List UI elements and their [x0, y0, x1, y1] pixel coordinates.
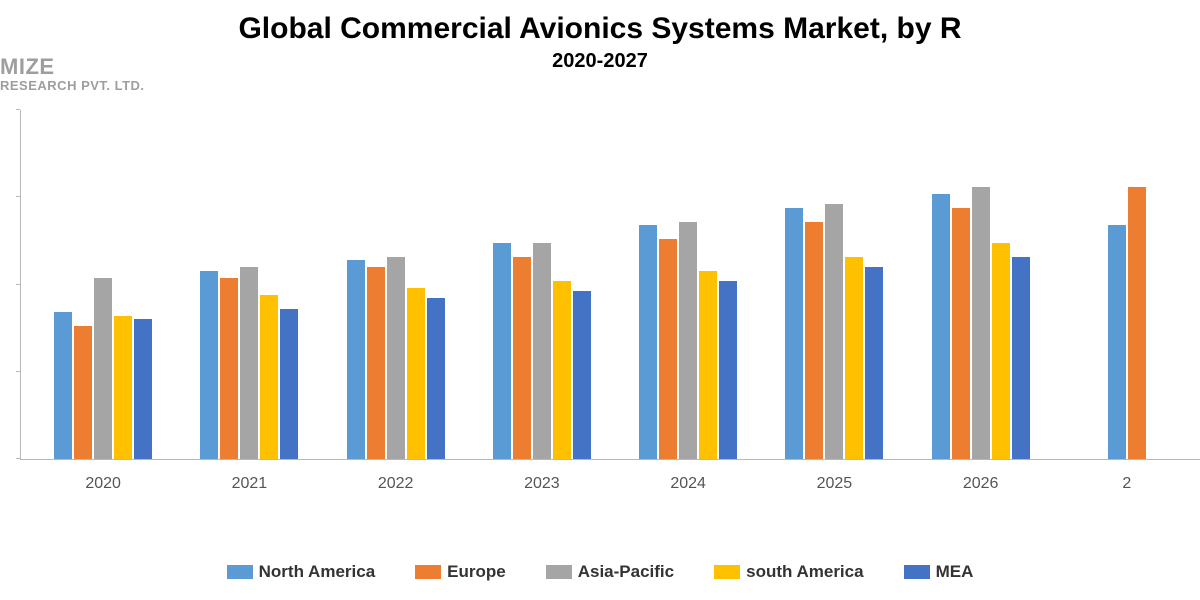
x-axis-labels: 20202021202220232024202520262 [30, 475, 1200, 493]
legend-swatch [904, 565, 930, 579]
legend-item: MEA [904, 562, 974, 582]
bar-group [30, 110, 176, 459]
bar [719, 281, 737, 459]
bar-group [176, 110, 322, 459]
bar [992, 243, 1010, 459]
y-axis-tick [16, 458, 20, 459]
y-axis-tick [16, 196, 20, 197]
bar [200, 271, 218, 459]
bar [427, 298, 445, 459]
legend-label: Europe [447, 562, 506, 582]
legend-label: Asia-Pacific [578, 562, 674, 582]
y-axis-tick [16, 109, 20, 110]
bar [220, 278, 238, 459]
bar [367, 267, 385, 459]
bar-groups-container [30, 110, 1200, 459]
legend-swatch [415, 565, 441, 579]
bar [407, 288, 425, 459]
bar [240, 267, 258, 459]
bar [845, 257, 863, 459]
bar-group [908, 110, 1054, 459]
x-axis-label: 2023 [469, 475, 615, 493]
bar [659, 239, 677, 459]
bar [972, 187, 990, 459]
bar-group [323, 110, 469, 459]
bar [699, 271, 717, 459]
bar [54, 312, 72, 459]
chart-subtitle: 2020-2027 [0, 50, 1200, 73]
bar [347, 260, 365, 459]
bar [114, 316, 132, 459]
bar [533, 243, 551, 459]
x-axis-label: 2025 [761, 475, 907, 493]
bar [74, 326, 92, 459]
bar [1012, 257, 1030, 459]
bar [932, 194, 950, 459]
watermark-logo: MIZE RESEARCH PVT. LTD. [0, 55, 145, 93]
chart-title: Global Commercial Avionics Systems Marke… [0, 0, 1200, 46]
bar [1128, 187, 1146, 459]
bar [785, 208, 803, 459]
x-axis-label: 2026 [908, 475, 1054, 493]
y-axis-tick [16, 371, 20, 372]
legend-item: south America [714, 562, 863, 582]
legend-swatch [227, 565, 253, 579]
watermark-line2: RESEARCH PVT. LTD. [0, 79, 145, 93]
bar [260, 295, 278, 459]
bar [493, 243, 511, 459]
y-axis-tick [16, 284, 20, 285]
legend-swatch [714, 565, 740, 579]
bar [553, 281, 571, 459]
bar [387, 257, 405, 459]
bar [280, 309, 298, 459]
bar [865, 267, 883, 459]
legend-swatch [546, 565, 572, 579]
bar-group [615, 110, 761, 459]
bar [805, 222, 823, 459]
legend-item: North America [227, 562, 376, 582]
legend-item: Europe [415, 562, 506, 582]
chart-plot-area [20, 110, 1200, 460]
bar [952, 208, 970, 459]
bar [94, 278, 112, 459]
bar-group [1054, 110, 1200, 459]
x-axis-label: 2022 [323, 475, 469, 493]
bar [679, 222, 697, 459]
bar [639, 225, 657, 459]
legend-label: south America [746, 562, 863, 582]
bar [134, 319, 152, 459]
legend-label: MEA [936, 562, 974, 582]
bar [825, 204, 843, 459]
x-axis-label: 2020 [30, 475, 176, 493]
x-axis-label: 2024 [615, 475, 761, 493]
x-axis-label: 2021 [176, 475, 322, 493]
bar [573, 291, 591, 459]
bar-group [761, 110, 907, 459]
x-axis-label: 2 [1054, 475, 1200, 493]
legend: North America Europe Asia-Pacific south Ame… [0, 562, 1200, 582]
legend-label: North America [259, 562, 376, 582]
watermark-line1: MIZE [0, 55, 145, 79]
y-axis-line [20, 110, 21, 459]
bar [1108, 225, 1126, 459]
bar [513, 257, 531, 459]
legend-item: Asia-Pacific [546, 562, 674, 582]
bar-group [469, 110, 615, 459]
